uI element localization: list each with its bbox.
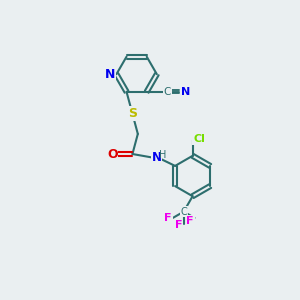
Text: F: F — [175, 220, 183, 230]
Text: F: F — [164, 213, 172, 223]
Text: S: S — [128, 107, 137, 120]
Text: C: C — [180, 207, 187, 217]
Text: N: N — [181, 87, 190, 97]
Text: C: C — [164, 87, 171, 97]
Text: F: F — [186, 216, 194, 226]
Text: H: H — [159, 150, 167, 160]
Text: N: N — [152, 151, 161, 164]
Text: O: O — [107, 148, 118, 160]
Text: Cl: Cl — [193, 134, 205, 144]
Text: N: N — [105, 68, 115, 81]
